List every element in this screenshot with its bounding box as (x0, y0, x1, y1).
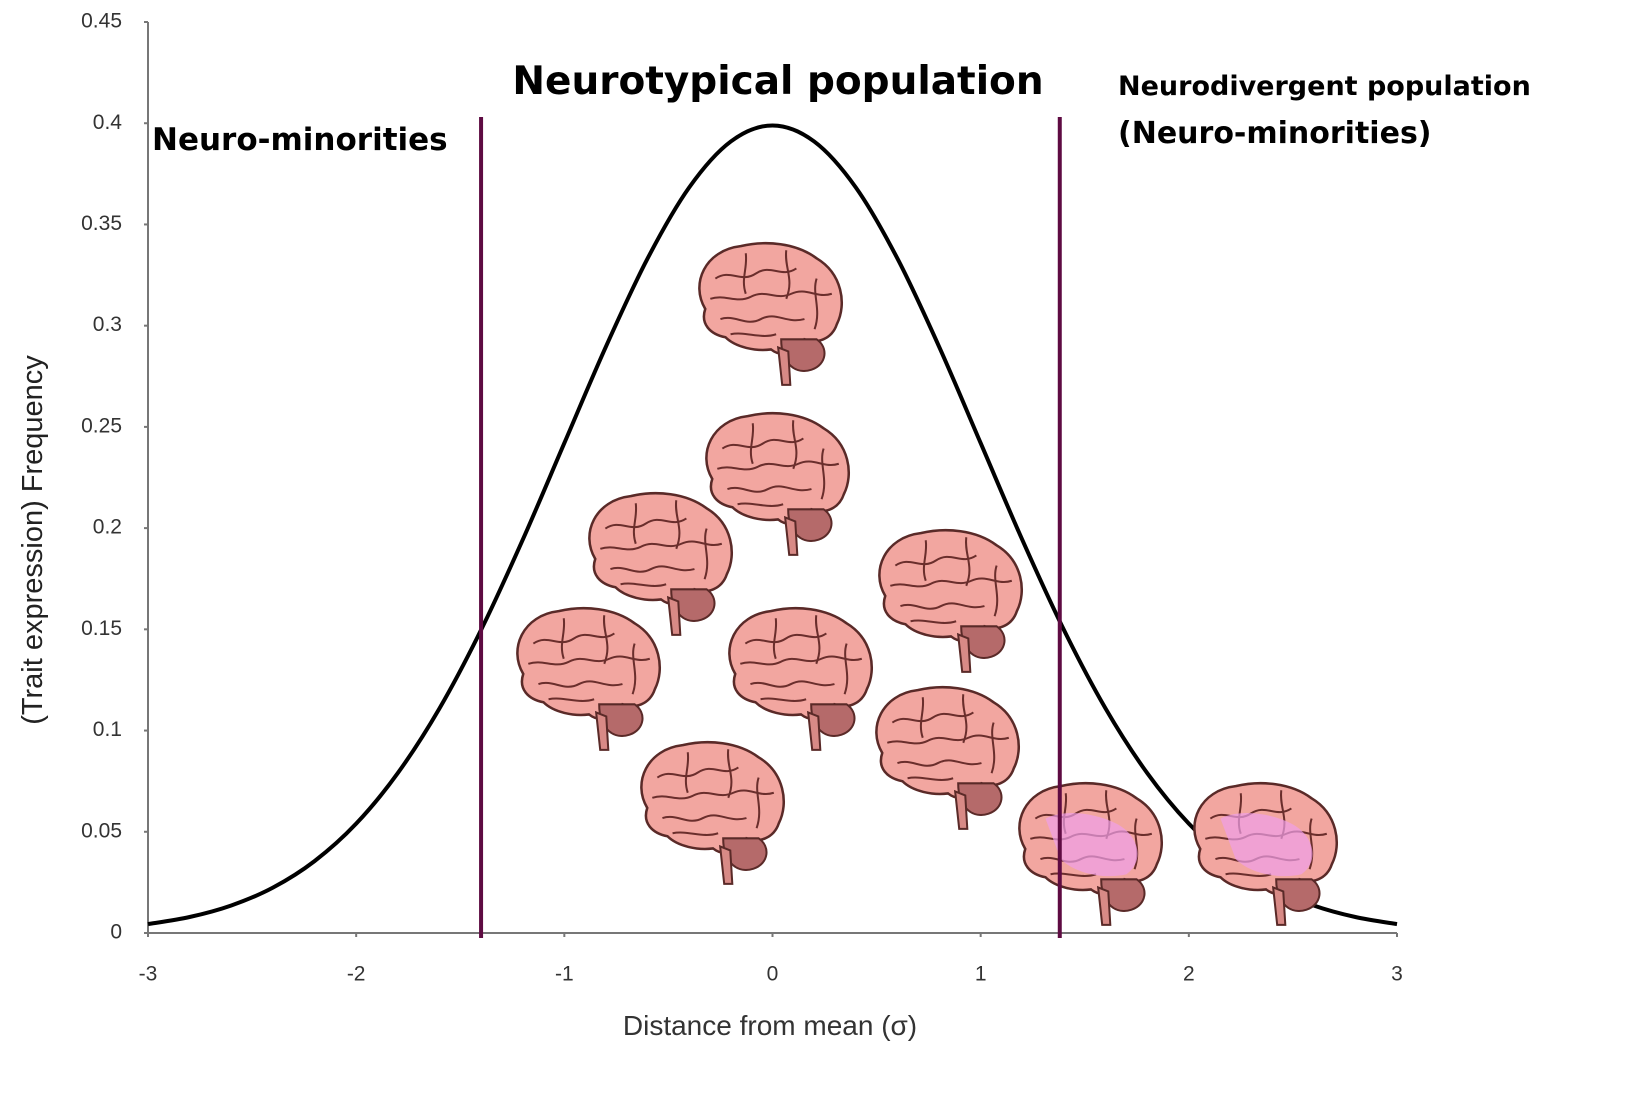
x-tick-label: -2 (347, 963, 366, 986)
y-tick-label: 0 (110, 921, 122, 944)
y-tick-label: 0.05 (81, 819, 122, 842)
x-tick-label: 1 (975, 963, 987, 986)
x-axis-label: Distance from mean (σ) (623, 1010, 917, 1041)
chart: 0 0.05 0.1 0.15 0.2 0.25 0.3 0.35 0.4 0.45 -3 -2 -1 0… (0, 0, 1641, 1093)
y-tick-label: 0.45 (81, 10, 122, 33)
y-axis-label: (Trait expression) Frequency (17, 355, 49, 725)
annotation: (Neuro-minorities) (1118, 116, 1432, 151)
y-tick-label: 0.35 (81, 212, 122, 235)
y-tick-label: 0.2 (93, 516, 122, 539)
x-tick-label: 2 (1183, 963, 1195, 986)
x-tick-label: -3 (139, 963, 158, 986)
y-tick-label: 0.3 (93, 313, 122, 336)
annotation: Neuro-minorities (152, 122, 448, 158)
y-tick-label: 0.1 (93, 718, 122, 741)
annotation: Neurotypical population (512, 59, 1043, 104)
brains (517, 243, 1336, 925)
x-tick-label: -1 (555, 963, 574, 986)
x-tick-label: 3 (1391, 963, 1403, 986)
y-tick-label: 0.25 (81, 414, 122, 437)
y-tick-label: 0.15 (81, 617, 122, 640)
y-tick-label: 0.4 (93, 111, 123, 134)
annotation: Neurodivergent population (1118, 71, 1531, 102)
x-tick-label: 0 (767, 963, 779, 986)
